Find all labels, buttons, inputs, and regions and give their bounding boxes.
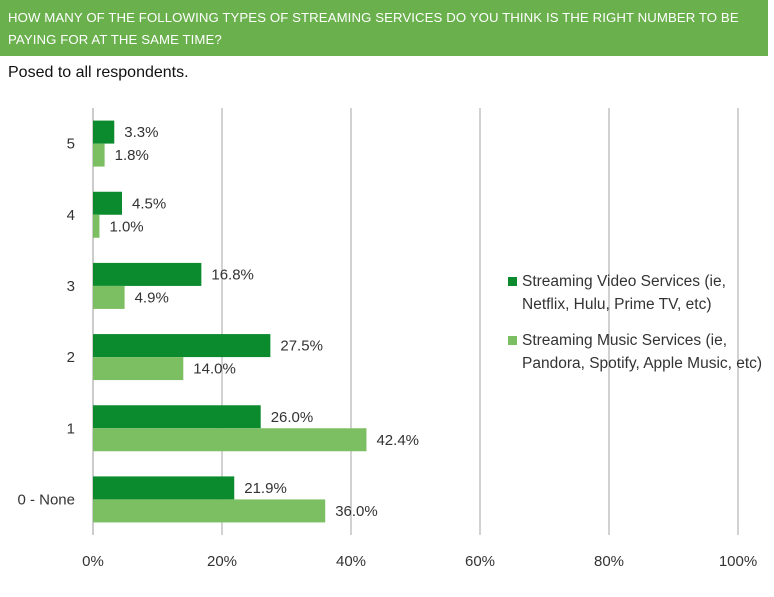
y-category-label: 5 — [67, 136, 75, 153]
bar-video — [93, 191, 123, 215]
legend-item-music: Streaming Music Services (ie, Pandora, S… — [508, 329, 770, 375]
y-category-label: 1 — [67, 420, 75, 437]
legend-item-video: Streaming Video Services (ie, Netflix, H… — [508, 270, 770, 316]
x-tick-label: 0% — [82, 553, 104, 570]
data-label: 16.8% — [211, 266, 254, 283]
y-category-label: 4 — [67, 207, 75, 224]
legend: Streaming Video Services (ie, Netflix, H… — [508, 270, 770, 388]
y-category-label: 3 — [67, 278, 75, 295]
bar-video — [93, 120, 115, 144]
x-tick-label: 80% — [594, 553, 624, 570]
x-tick-label: 40% — [336, 553, 366, 570]
data-label: 21.9% — [244, 480, 287, 497]
data-label: 1.0% — [109, 218, 143, 235]
y-category-label: 0 - None — [17, 491, 75, 508]
bar-video — [93, 262, 202, 286]
bar-music — [93, 285, 125, 309]
data-label: 27.5% — [280, 338, 323, 355]
bar-music — [93, 357, 184, 381]
x-tick-label: 60% — [465, 553, 495, 570]
legend-swatch-music — [508, 336, 517, 345]
data-label: 4.9% — [135, 289, 169, 306]
data-label: 4.5% — [132, 195, 166, 212]
y-category-label: 2 — [67, 349, 75, 366]
bar-video — [93, 405, 261, 429]
bar-music — [93, 428, 367, 452]
chart-subtitle: Posed to all respondents. — [8, 64, 189, 81]
chart-header: HOW MANY OF THE FOLLOWING TYPES OF STREA… — [0, 0, 768, 56]
data-label: 14.0% — [193, 361, 236, 378]
legend-label-video: Streaming Video Services (ie, Netflix, H… — [522, 273, 726, 313]
data-label: 26.0% — [271, 409, 314, 426]
data-label: 36.0% — [335, 503, 378, 520]
chart-title: HOW MANY OF THE FOLLOWING TYPES OF STREA… — [8, 10, 739, 47]
data-label: 42.4% — [376, 432, 419, 449]
data-label: 3.3% — [124, 124, 158, 141]
bar-music — [93, 143, 105, 167]
bar-video — [93, 334, 271, 358]
legend-swatch-video — [508, 277, 517, 286]
x-tick-label: 100% — [719, 553, 757, 570]
x-tick-label: 20% — [207, 553, 237, 570]
legend-label-music: Streaming Music Services (ie, Pandora, S… — [522, 332, 763, 372]
bar-music — [93, 499, 326, 523]
data-label: 1.8% — [115, 147, 149, 164]
bar-video — [93, 476, 235, 500]
bar-music — [93, 214, 100, 238]
